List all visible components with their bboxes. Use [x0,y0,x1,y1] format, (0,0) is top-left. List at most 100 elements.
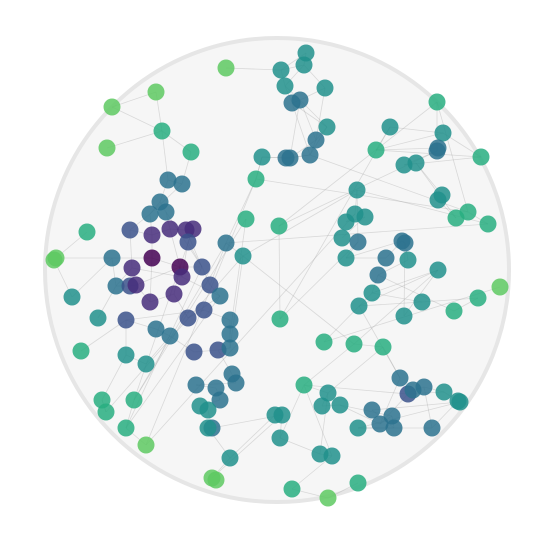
graph-node [227,374,245,392]
graph-edge [242,189,358,257]
graph-node [117,311,135,329]
graph-edge [377,274,455,312]
graph-node [434,124,452,142]
graph-node [221,339,239,357]
graph-node [141,293,159,311]
graph-node [89,309,107,327]
graph-node [371,415,389,433]
graph-node [121,221,139,239]
graph-node [491,278,509,296]
graph-node [377,249,395,267]
graph-node [396,234,414,252]
graph-node [237,210,255,228]
graph-node [199,419,217,437]
graph-node [165,285,183,303]
graph-edge [291,455,333,490]
graph-node [301,146,319,164]
graph-node [211,391,229,409]
graph-edge [303,343,355,386]
graph-node [184,220,202,238]
graph-node [103,249,121,267]
graph-node [277,149,295,167]
graph-node [193,258,211,276]
graph-node [349,233,367,251]
graph-node [137,355,155,373]
graph-node [333,229,351,247]
graph-edge [421,297,479,303]
graph-edge [436,101,469,213]
graph-node [429,191,447,209]
graph-node [451,393,469,411]
graph-edge [358,301,423,307]
graph-node [211,287,229,305]
graph-node [479,215,497,233]
graph-node [185,343,203,361]
graph-node [349,419,367,437]
graph-node [157,203,175,221]
graph-node [141,205,159,223]
graph-node [159,171,177,189]
graph-node [399,251,417,269]
graph-edge [371,401,461,411]
graph-node [217,59,235,77]
graph-edge [315,87,326,141]
graph-edge [71,257,113,298]
graph-node [459,203,477,221]
graph-node [429,139,447,157]
graph-node [72,342,90,360]
graph-node [469,289,487,307]
graph-edge [111,106,163,132]
graph-node [435,383,453,401]
graph-node [413,293,431,311]
graph-node [253,148,271,166]
graph-node [161,327,179,345]
graph-node [374,338,392,356]
graph-node [147,83,165,101]
graph-edge [375,149,482,158]
graph-node [182,143,200,161]
graph-node [348,181,366,199]
graph-edge [278,225,281,320]
graph-node [173,268,191,286]
graph-node [195,301,213,319]
graph-edge [242,255,355,345]
graph-edge [303,384,333,457]
graph-edge [375,147,439,151]
graph-edge [389,126,444,134]
graph-node [161,220,179,238]
graph-node [207,471,225,489]
graph-node [313,397,331,415]
graph-node [270,217,288,235]
graph-node [271,429,289,447]
graph-node [369,266,387,284]
graph-edge [371,269,439,294]
graph-edge [289,99,301,159]
graph-edge [278,101,438,227]
graph-node [217,234,235,252]
graph-edge [106,130,163,149]
graph-node [323,447,341,465]
graph-node [337,213,355,231]
graph-edge [225,223,489,244]
graph-node [429,261,447,279]
graph-node [143,226,161,244]
graph-node [98,139,116,157]
graph-node [316,79,334,97]
graph-node [123,259,141,277]
graph-edge [403,269,439,317]
graph-node [247,170,265,188]
graph-node [137,436,155,454]
graph-edge [327,346,384,394]
graph-node [63,288,81,306]
graph-node [276,77,294,95]
graph-edge [80,319,127,352]
graph-node [363,401,381,419]
graph-node [201,276,219,294]
graph-edge [345,240,403,259]
graph-node [367,141,385,159]
graph-node [319,489,337,507]
graph-node [107,277,125,295]
graph-node [143,249,161,267]
graph-node [97,403,115,421]
